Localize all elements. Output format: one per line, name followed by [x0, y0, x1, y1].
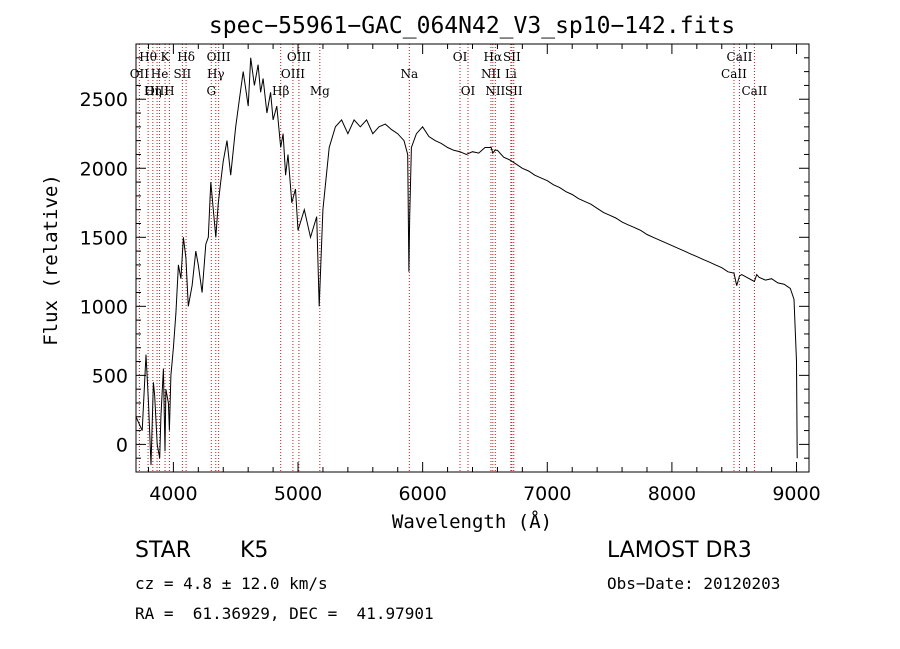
line-label: OIII: [281, 67, 305, 81]
line-label: NII: [481, 67, 501, 81]
x-tick-label: 8000: [648, 483, 696, 505]
line-label: OII: [130, 67, 150, 81]
line-label: Hγ: [207, 67, 225, 81]
x-tick-label: 4000: [149, 483, 197, 505]
line-label: K: [161, 50, 171, 64]
line-label: G: [206, 84, 216, 98]
x-tick-label: 9000: [772, 483, 820, 505]
y-tick-label: 2500: [80, 89, 128, 111]
line-label: Hδ: [177, 50, 195, 64]
y-tick-label: 0: [116, 434, 128, 456]
line-label: Hη: [144, 84, 162, 98]
axis-ticks: 4000 5000 6000 7000 8000 9000 0 500 1000 1500 2000…: [80, 44, 821, 505]
line-label: Hα: [484, 50, 503, 64]
y-axis-label: Flux (relative): [40, 174, 62, 346]
line-label: OIII: [287, 50, 311, 64]
line-label: OIII: [145, 84, 169, 98]
line-label: Li: [505, 67, 517, 81]
line-label: CaII: [741, 84, 767, 98]
line-label: SII: [505, 84, 523, 98]
x-tick-label: 5000: [274, 483, 322, 505]
object-subclass: K5: [240, 538, 269, 563]
y-tick-label: 1500: [80, 227, 128, 249]
line-label: Hβ: [272, 84, 289, 98]
line-markers: [138, 44, 755, 472]
y-tick-label: 2000: [80, 158, 128, 180]
line-label: Mg: [310, 84, 330, 98]
plot-frame: [135, 43, 810, 473]
line-label: He: [151, 67, 169, 81]
line-label: SII: [174, 67, 192, 81]
line-label: OIII: [207, 50, 231, 64]
y-tick-label: 1000: [80, 296, 128, 318]
line-label: Na: [400, 67, 418, 81]
y-tick-label: 500: [92, 365, 128, 387]
line-label: CaII: [727, 50, 753, 64]
chart-title: spec−55961−GAC_064N42_V3_sp10−142.fits: [209, 13, 735, 39]
line-label: Hθ: [139, 50, 157, 64]
line-label: H: [164, 84, 174, 98]
line-label: NII: [485, 84, 505, 98]
line-label: OI: [453, 50, 468, 64]
spectrum-series-line: [135, 57, 798, 466]
line-label: CaII: [721, 67, 747, 81]
redshift-cz: cz = 4.8 ± 12.0 km/s: [135, 574, 328, 593]
line-label: SII: [503, 50, 521, 64]
object-class: STAR: [135, 538, 192, 563]
line-label: OI: [461, 84, 476, 98]
x-tick-label: 7000: [523, 483, 571, 505]
x-axis-label: Wavelength (Å): [392, 510, 552, 533]
x-tick-label: 6000: [398, 483, 446, 505]
observation-date: Obs−Date: 20120203: [607, 574, 781, 593]
survey-name: LAMOST DR3: [607, 538, 752, 563]
coordinates: RA = 61.36929, DEC = 41.97901: [135, 604, 434, 623]
